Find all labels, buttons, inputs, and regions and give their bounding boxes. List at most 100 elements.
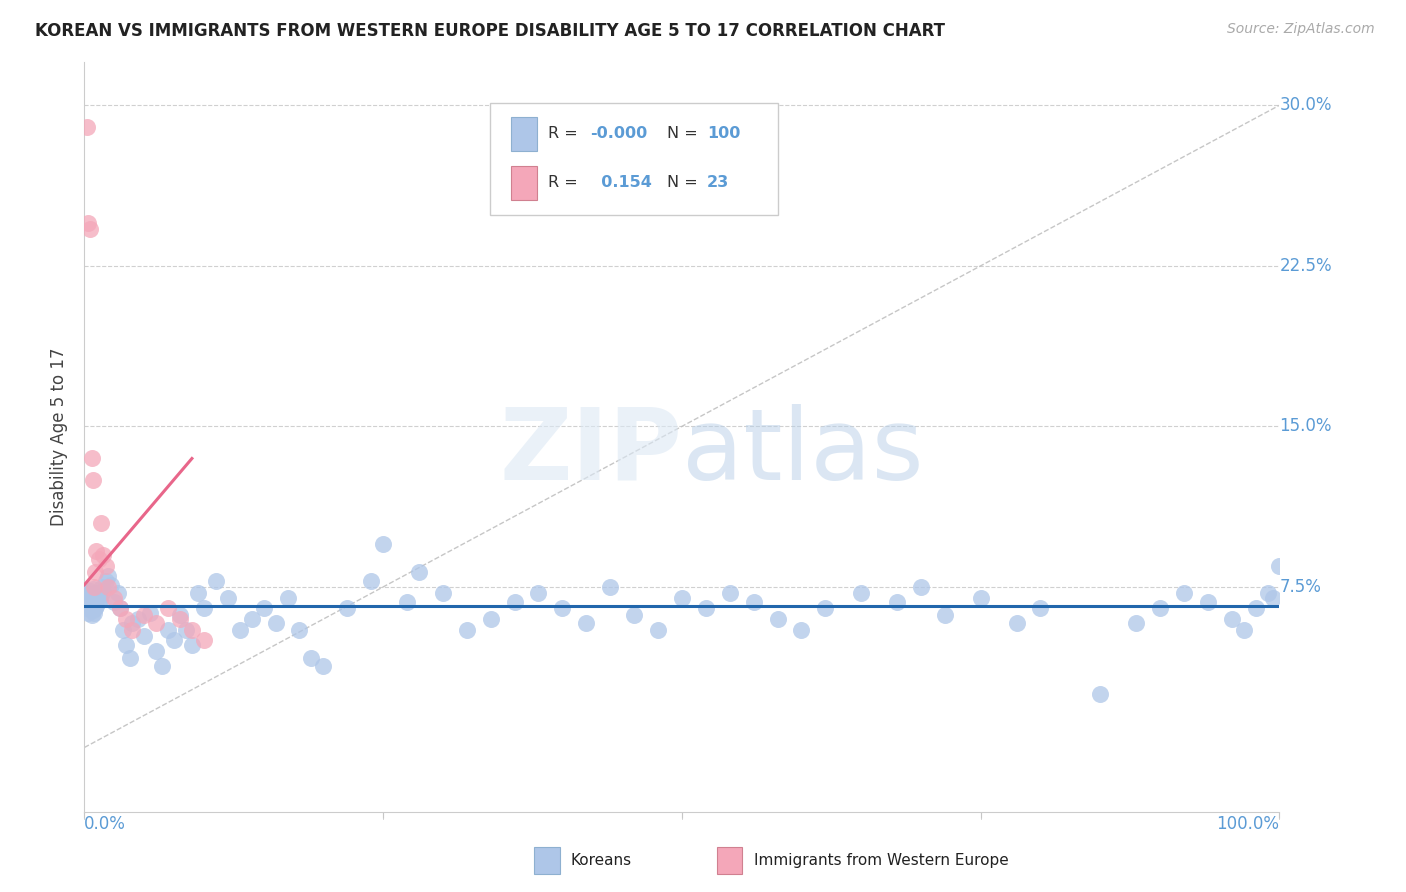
Text: 15.0%: 15.0% bbox=[1279, 417, 1331, 435]
Text: 0.154: 0.154 bbox=[591, 176, 652, 190]
Point bbox=[103, 591, 125, 605]
Y-axis label: Disability Age 5 to 17: Disability Age 5 to 17 bbox=[51, 348, 69, 526]
Point bbox=[312, 659, 335, 673]
Point bbox=[169, 607, 191, 622]
Point bbox=[97, 580, 120, 594]
Point bbox=[790, 623, 813, 637]
Point bbox=[240, 612, 263, 626]
Point bbox=[93, 584, 115, 599]
Point bbox=[94, 558, 117, 573]
Text: R =: R = bbox=[548, 126, 582, 141]
Point bbox=[79, 222, 101, 236]
Point bbox=[910, 580, 932, 594]
Point bbox=[1257, 586, 1279, 600]
Point bbox=[86, 543, 108, 558]
Point bbox=[83, 580, 105, 594]
Text: Immigrants from Western Europe: Immigrants from Western Europe bbox=[754, 854, 1008, 868]
Point bbox=[373, 537, 395, 551]
Text: -0.000: -0.000 bbox=[591, 126, 647, 141]
Point bbox=[360, 574, 382, 588]
Point bbox=[1149, 601, 1171, 615]
Point bbox=[110, 601, 132, 615]
Point bbox=[84, 601, 107, 615]
Point bbox=[432, 586, 454, 600]
Point bbox=[76, 586, 98, 600]
Text: 22.5%: 22.5% bbox=[1279, 257, 1331, 275]
Point bbox=[1029, 601, 1052, 615]
Point bbox=[77, 589, 100, 603]
Point bbox=[145, 644, 167, 658]
Point bbox=[695, 601, 717, 615]
Point bbox=[229, 623, 252, 637]
Point bbox=[174, 623, 197, 637]
Point bbox=[115, 638, 138, 652]
Point bbox=[551, 601, 574, 615]
Point bbox=[647, 623, 669, 637]
Point bbox=[288, 623, 311, 637]
Point bbox=[970, 591, 993, 605]
Point bbox=[766, 612, 789, 626]
Point bbox=[77, 592, 100, 607]
Point bbox=[851, 586, 873, 600]
Point bbox=[277, 591, 299, 605]
Point bbox=[86, 591, 108, 605]
Point bbox=[79, 584, 101, 599]
Text: 0.0%: 0.0% bbox=[84, 815, 127, 833]
Text: 7.5%: 7.5% bbox=[1279, 578, 1322, 596]
Point bbox=[80, 597, 103, 611]
Point bbox=[169, 612, 191, 626]
Point bbox=[82, 603, 104, 617]
Point bbox=[82, 473, 104, 487]
Text: ZIP: ZIP bbox=[499, 403, 682, 500]
Point bbox=[91, 580, 114, 594]
Point bbox=[121, 623, 143, 637]
Point bbox=[93, 548, 115, 562]
Point bbox=[217, 591, 239, 605]
Point bbox=[145, 616, 167, 631]
Point bbox=[886, 595, 908, 609]
Point bbox=[408, 565, 430, 579]
Text: atlas: atlas bbox=[682, 403, 924, 500]
Point bbox=[181, 638, 204, 652]
Point bbox=[79, 599, 101, 614]
Point bbox=[193, 633, 215, 648]
Point bbox=[80, 607, 103, 622]
Point bbox=[83, 586, 105, 600]
Text: 100: 100 bbox=[707, 126, 740, 141]
Point bbox=[89, 592, 111, 607]
Point bbox=[253, 601, 276, 615]
Point bbox=[814, 601, 837, 615]
Point bbox=[1125, 616, 1147, 631]
Point bbox=[163, 633, 186, 648]
Point bbox=[157, 601, 180, 615]
Point bbox=[503, 595, 526, 609]
Point bbox=[103, 595, 125, 609]
Text: Source: ZipAtlas.com: Source: ZipAtlas.com bbox=[1227, 22, 1375, 37]
Point bbox=[115, 612, 138, 626]
Point bbox=[575, 616, 598, 631]
Point bbox=[118, 650, 141, 665]
Point bbox=[150, 659, 173, 673]
Point bbox=[132, 607, 156, 622]
Point bbox=[90, 589, 112, 603]
Point bbox=[139, 606, 162, 620]
Point bbox=[76, 120, 98, 134]
Text: KOREAN VS IMMIGRANTS FROM WESTERN EUROPE DISABILITY AGE 5 TO 17 CORRELATION CHAR: KOREAN VS IMMIGRANTS FROM WESTERN EUROPE… bbox=[35, 22, 945, 40]
Point bbox=[97, 569, 120, 583]
Point bbox=[83, 592, 105, 607]
Point bbox=[671, 591, 693, 605]
Point bbox=[301, 650, 323, 665]
Point bbox=[934, 607, 956, 622]
Point bbox=[86, 599, 108, 614]
Point bbox=[80, 589, 103, 603]
Point bbox=[100, 578, 122, 592]
Point bbox=[84, 565, 107, 579]
Point bbox=[1197, 595, 1219, 609]
Point bbox=[121, 616, 143, 631]
Point bbox=[1244, 601, 1267, 615]
Point bbox=[1220, 612, 1243, 626]
Point bbox=[1233, 623, 1256, 637]
Point bbox=[1268, 558, 1291, 573]
Point bbox=[1005, 616, 1028, 631]
Point bbox=[479, 612, 502, 626]
